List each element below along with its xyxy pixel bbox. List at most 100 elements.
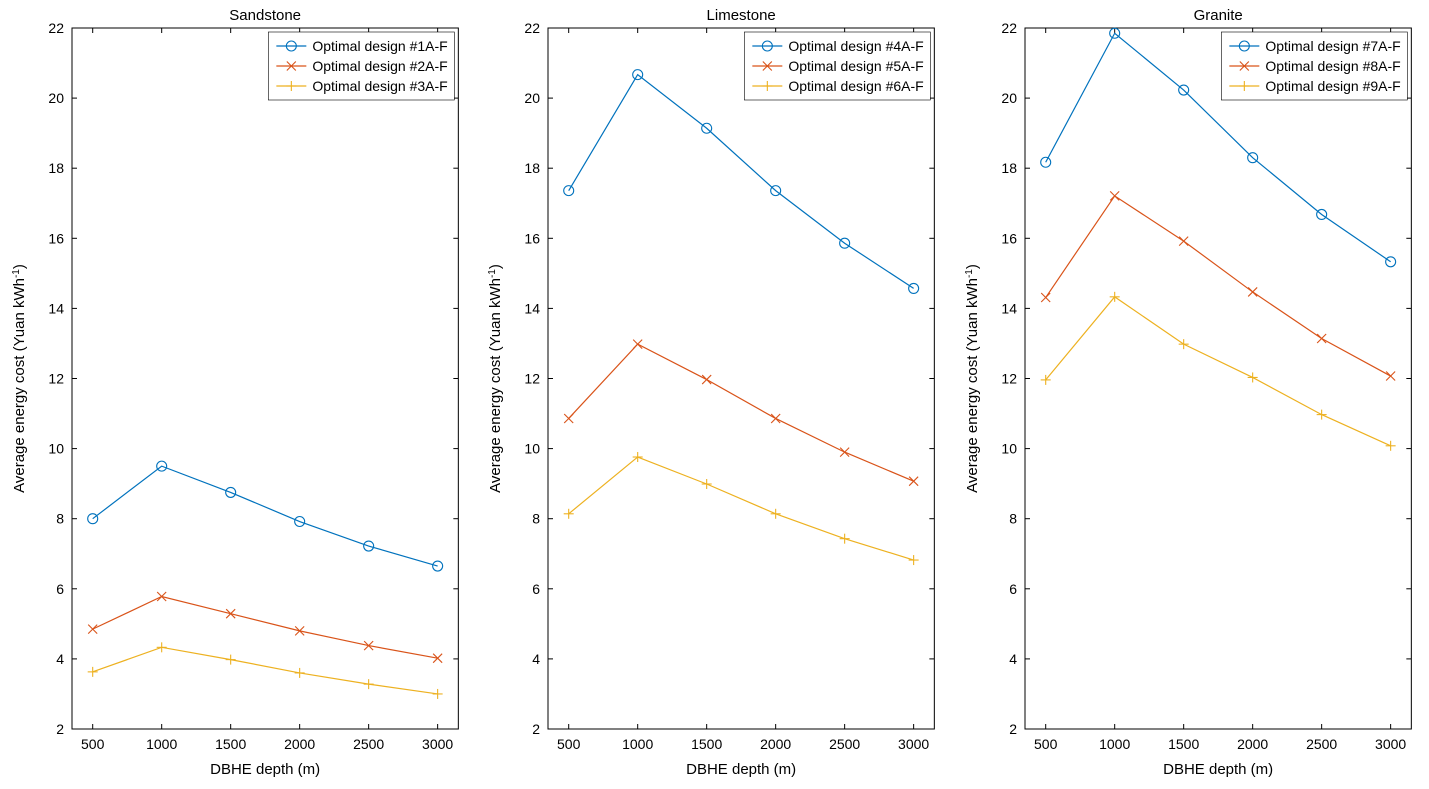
- data-marker: [226, 609, 235, 618]
- data-marker: [703, 375, 712, 384]
- y-axis-label: Average energy cost (Yuan kWh-1): [963, 264, 981, 493]
- data-marker: [88, 625, 97, 634]
- series-line: [569, 344, 914, 481]
- legend-label: Optimal design #5A-F: [789, 58, 924, 74]
- x-axis-label: DBHE depth (m): [686, 761, 796, 778]
- y-tick-label: 12: [48, 371, 64, 387]
- series-line: [1045, 196, 1390, 376]
- x-tick-label: 500: [81, 736, 105, 752]
- y-tick-label: 14: [1001, 300, 1017, 316]
- panel-title: Sandstone: [229, 7, 301, 24]
- data-marker: [702, 479, 712, 489]
- y-tick-label: 14: [525, 300, 541, 316]
- y-tick-label: 18: [525, 160, 541, 176]
- y-tick-label: 8: [1009, 511, 1017, 527]
- series-line: [1045, 297, 1390, 446]
- data-marker: [295, 668, 305, 678]
- x-tick-label: 1500: [1168, 736, 1199, 752]
- chart-svg-1: 5001000150020002500300024681012141618202…: [0, 0, 476, 789]
- data-marker: [157, 642, 167, 652]
- y-tick-label: 6: [56, 581, 64, 597]
- y-tick-label: 2: [56, 721, 64, 737]
- data-marker: [364, 679, 374, 689]
- y-tick-label: 4: [56, 651, 64, 667]
- legend: Optimal design #7A-F Optimal design #8A-F…: [1221, 32, 1407, 100]
- data-marker: [88, 667, 98, 677]
- data-marker: [1247, 372, 1257, 382]
- x-axis-label: DBHE depth (m): [210, 761, 320, 778]
- series-line: [93, 597, 438, 659]
- data-marker: [1385, 441, 1395, 451]
- y-tick-label: 10: [48, 441, 64, 457]
- legend: Optimal design #1A-FOptimal design #2A-F…: [268, 32, 454, 100]
- data-marker: [840, 448, 849, 457]
- y-tick-label: 22: [525, 20, 541, 36]
- panels-container: 5001000150020002500300024681012141618202…: [0, 0, 1429, 789]
- legend-label: Optimal design #8A-F: [1265, 58, 1400, 74]
- data-marker: [1110, 191, 1119, 200]
- x-tick-label: 2500: [1306, 736, 1337, 752]
- x-tick-label: 3000: [1375, 736, 1406, 752]
- y-axis-label: Average energy cost (Yuan kWh-1): [11, 264, 29, 493]
- data-marker: [840, 534, 850, 544]
- y-tick-label: 6: [533, 581, 541, 597]
- y-tick-label: 12: [525, 371, 541, 387]
- data-marker: [433, 689, 443, 699]
- y-tick-label: 6: [1009, 581, 1017, 597]
- y-tick-label: 16: [525, 230, 541, 246]
- y-tick-label: 10: [1001, 441, 1017, 457]
- data-marker: [634, 340, 643, 349]
- y-tick-label: 4: [533, 651, 541, 667]
- series-line: [569, 75, 914, 289]
- data-marker: [565, 414, 574, 423]
- series-line: [93, 647, 438, 694]
- data-marker: [157, 592, 166, 601]
- panel-title: Limestone: [707, 7, 776, 24]
- x-tick-label: 2500: [829, 736, 860, 752]
- x-tick-label: 1500: [691, 736, 722, 752]
- data-marker: [1040, 157, 1050, 167]
- legend-label: Optimal design #9A-F: [1265, 78, 1400, 94]
- x-tick-label: 500: [557, 736, 581, 752]
- x-tick-label: 1000: [622, 736, 653, 752]
- y-tick-label: 14: [48, 300, 64, 316]
- y-tick-label: 2: [1009, 721, 1017, 737]
- y-tick-label: 20: [525, 90, 541, 106]
- panel-granite: 5001000150020002500300024681012141618202…: [953, 0, 1429, 789]
- legend-label: Optimal design #6A-F: [789, 78, 924, 94]
- y-tick-label: 16: [48, 230, 64, 246]
- y-tick-label: 18: [1001, 160, 1017, 176]
- legend-label: Optimal design #4A-F: [789, 38, 924, 54]
- data-marker: [1386, 372, 1395, 381]
- data-marker: [1316, 410, 1326, 420]
- data-marker: [564, 186, 574, 196]
- data-marker: [295, 626, 304, 635]
- x-tick-label: 3000: [422, 736, 453, 752]
- data-marker: [226, 655, 236, 665]
- x-tick-label: 1500: [215, 736, 246, 752]
- legend-label: Optimal design #7A-F: [1265, 38, 1400, 54]
- y-tick-label: 20: [1001, 90, 1017, 106]
- x-tick-label: 2500: [353, 736, 384, 752]
- data-marker: [1178, 339, 1188, 349]
- y-axis-label: Average energy cost (Yuan kWh-1): [487, 264, 505, 493]
- y-tick-label: 12: [1001, 371, 1017, 387]
- y-tick-label: 22: [1001, 20, 1017, 36]
- x-tick-label: 1000: [146, 736, 177, 752]
- data-marker: [1179, 237, 1188, 246]
- y-tick-label: 22: [48, 20, 64, 36]
- x-tick-label: 2000: [284, 736, 315, 752]
- legend: Optimal design #4A-F Optimal design #5A-F…: [745, 32, 931, 100]
- y-tick-label: 16: [1001, 230, 1017, 246]
- y-tick-label: 10: [525, 441, 541, 457]
- y-tick-label: 8: [56, 511, 64, 527]
- data-marker: [1317, 334, 1326, 343]
- panel-limestone: 5001000150020002500300024681012141618202…: [476, 0, 952, 789]
- chart-svg-3: 5001000150020002500300024681012141618202…: [953, 0, 1429, 789]
- series-line: [93, 466, 438, 566]
- data-marker: [909, 555, 919, 565]
- y-tick-label: 20: [48, 90, 64, 106]
- chart-svg-2: 5001000150020002500300024681012141618202…: [476, 0, 952, 789]
- y-tick-label: 2: [533, 721, 541, 737]
- legend-label: Optimal design #2A-F: [312, 58, 447, 74]
